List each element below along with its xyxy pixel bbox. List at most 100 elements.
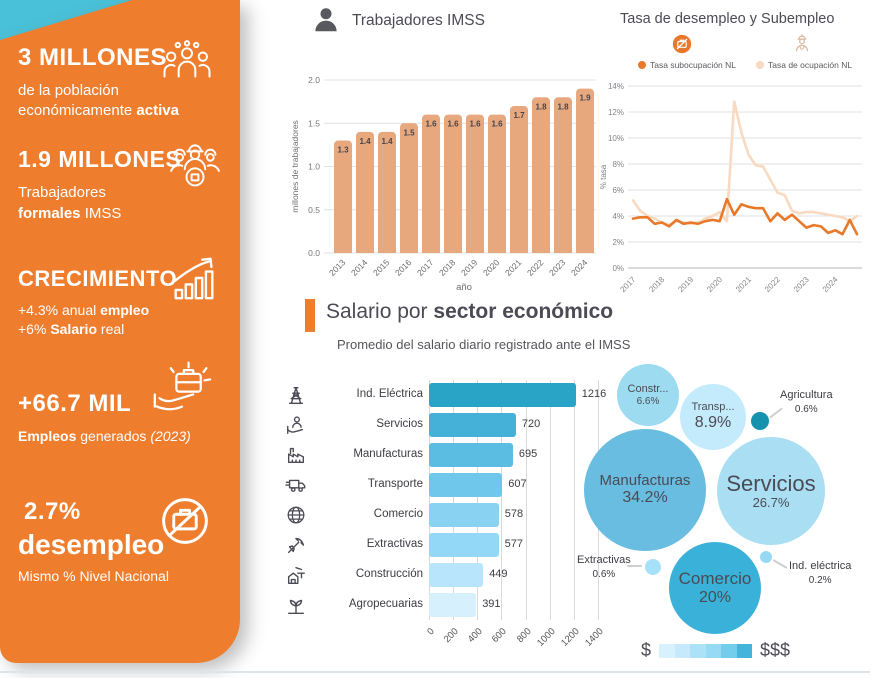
bar-value-label: 1.6 [469,120,481,129]
hbar-category-label: Ind. Eléctrica [356,388,423,400]
tasa-chart-title: Tasa de desempleo y Subempleo [620,11,835,27]
x-tick-label: 2017 [618,275,637,294]
bubble-ind-el-ctrica [760,551,772,563]
bar [466,114,484,253]
bar [378,131,396,253]
mining-icon [285,534,307,556]
hbar-value-label: 578 [504,508,524,520]
imss-chart-title: Trabajadores IMSS [352,12,485,29]
hbar-category-label: Construcción [355,568,423,580]
bubble-pct: 34.2% [622,489,668,507]
hbar-row: Servicios 720 [283,410,603,440]
bar [334,140,352,253]
hbar-bar [429,473,503,497]
bar-value-label: 1.6 [447,120,459,129]
growth-chart-icon [168,256,220,300]
hbar-value-label: 720 [521,418,541,430]
sector-bubble-chart: Manufacturas 34.2% Servicios 26.7% Comercio 2… [575,360,870,668]
hbar-bar [429,503,499,527]
hbar-category-label: Extractivas [366,538,423,550]
x-tick-label: 2020 [481,257,502,278]
bubble-label: Constr... [627,382,669,395]
hbar-bar [429,413,516,437]
bar-value-label: 1.8 [535,102,547,111]
bar-value-label: 1.4 [359,137,371,146]
services-icon [285,414,307,436]
bubble-transp-: Transp... 8.9% [680,384,746,450]
bar [488,114,506,253]
people-group-icon [160,40,214,80]
x-tick-label: 2024 [821,275,840,294]
stats-sidebar: 3 MILLONES de la población económicamente … [0,0,240,663]
hbar-row: Agropecuarias 391 [283,590,603,620]
jobs-created-icon [152,360,212,412]
x-tick-label: 2018 [437,257,458,278]
stat-headline-2: desempleo [18,529,165,560]
x-tick-label: 2022 [763,275,782,294]
bar-value-label: 1.9 [579,94,591,103]
y-tick-label: 6% [612,186,624,195]
x-tick-label: 2024 [569,257,590,278]
title-bold: sector económico [433,300,614,323]
bubble-pct: 20% [698,588,732,606]
bar [576,88,594,254]
sidebar-stat: 3 MILLONES de la población económicamente … [18,44,179,121]
electric-tower-icon [285,384,307,406]
y-axis-label: % tasa [599,164,608,189]
sidebar-stat: 2.7% desempleo Mismo % Nivel Nacional [18,498,169,584]
bubble-servicios: Servicios 26.7% [717,437,825,545]
bubble-pct: 6.6% [636,395,660,407]
bar-value-label: 1.4 [381,137,393,146]
x-tick-label: 2018 [647,275,666,294]
hbar-row: Transporte 607 [283,470,603,500]
section-accent-bar [305,299,315,332]
y-tick-label: 0.0 [308,248,320,258]
legend-dot [756,61,764,69]
bubble-label: Manufacturas [599,472,691,490]
bubble-external-label: Agricultura 0.6% [780,389,833,416]
price-gradient-bar [659,643,753,658]
x-tick-label: 2020 [705,275,724,294]
bubble-label: Transp... [691,401,735,414]
person-icon [310,5,342,35]
globe-icon [285,504,307,526]
x-tick-label: 2023 [792,275,811,294]
hbar-value-label: 391 [482,598,501,610]
bar [400,123,418,253]
bubble-label: Servicios [726,470,816,496]
workers-icon [166,142,224,188]
price-scale-legend: $ $$$ [641,640,790,661]
bubble-external-label: Extractivas 0.6% [577,554,631,581]
tasa-line-chart: 0% 2% 4% 6% 8% 10% 12% 14% 2017 2018 2019 2020 2021 2… [599,82,862,294]
y-tick-label: 0.5 [308,205,320,215]
hbar-bar [429,383,576,407]
hbar-bar [429,593,477,617]
bar-value-label: 1.7 [513,111,525,120]
stat-headline: 3 MILLONES [18,44,168,71]
y-tick-label: 8% [612,160,624,169]
bubble-extractivas [645,559,661,575]
salario-subtitle: Promedio del salario diario registrado a… [337,337,631,352]
bubble-agricultura [751,412,769,430]
hbar-row: Manufacturas 695 [283,440,603,470]
x-tick-label: 2019 [459,257,480,278]
bar-value-label: 1.6 [425,120,437,129]
y-tick-label: 0% [612,264,624,273]
y-tick-label: 2.0 [308,75,320,85]
bubble-constr-: Constr... 6.6% [617,364,679,426]
y-axis-label: millones de trabajadores [290,120,300,213]
x-tick-label: 2013 [327,257,348,278]
bubble-external-label: Ind. eléctrica 0.2% [789,560,852,587]
x-tick-label: 2019 [676,275,695,294]
hbar-row: Comercio 578 [283,500,603,530]
bubble-label: Comercio [678,569,752,589]
sidebar-stat: +66.7 MIL Empleos generados (2023) [18,390,191,445]
hbar-row: Ind. Eléctrica 1216 [283,380,606,410]
y-tick-label: 2% [612,238,624,247]
bubble-connector-line [627,565,642,567]
no-work-icon [158,494,212,548]
y-tick-label: 14% [608,82,624,91]
stat-description: Mismo % Nivel Nacional [18,568,169,584]
hbar-category-label: Transporte [367,478,423,490]
